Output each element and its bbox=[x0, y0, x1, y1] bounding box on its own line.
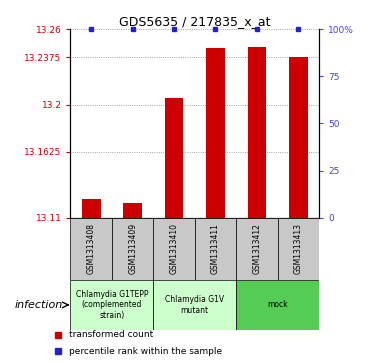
Title: GDS5635 / 217835_x_at: GDS5635 / 217835_x_at bbox=[119, 15, 270, 28]
Bar bbox=[112, 218, 153, 280]
Bar bbox=[289, 57, 308, 218]
Text: Chlamydia G1V
mutant: Chlamydia G1V mutant bbox=[165, 295, 224, 315]
Bar bbox=[70, 218, 112, 280]
Text: GSM1313409: GSM1313409 bbox=[128, 223, 137, 274]
Bar bbox=[82, 199, 101, 218]
Text: transformed count: transformed count bbox=[69, 330, 153, 339]
Text: GSM1313410: GSM1313410 bbox=[170, 223, 178, 274]
Bar bbox=[123, 203, 142, 218]
Text: Chlamydia G1TEPP
(complemented
strain): Chlamydia G1TEPP (complemented strain) bbox=[76, 290, 148, 320]
Text: GSM1313412: GSM1313412 bbox=[252, 223, 262, 274]
Bar bbox=[165, 98, 183, 218]
Bar bbox=[70, 280, 153, 330]
Bar bbox=[206, 48, 225, 218]
Bar bbox=[153, 218, 195, 280]
Text: percentile rank within the sample: percentile rank within the sample bbox=[69, 347, 222, 356]
Bar bbox=[236, 218, 278, 280]
Bar bbox=[236, 280, 319, 330]
Bar bbox=[153, 280, 236, 330]
Text: GSM1313411: GSM1313411 bbox=[211, 223, 220, 274]
Text: infection: infection bbox=[15, 300, 63, 310]
Text: mock: mock bbox=[267, 301, 288, 309]
Text: GSM1313408: GSM1313408 bbox=[87, 223, 96, 274]
Text: GSM1313413: GSM1313413 bbox=[294, 223, 303, 274]
Bar bbox=[195, 218, 236, 280]
Bar bbox=[278, 218, 319, 280]
Bar bbox=[247, 47, 266, 218]
